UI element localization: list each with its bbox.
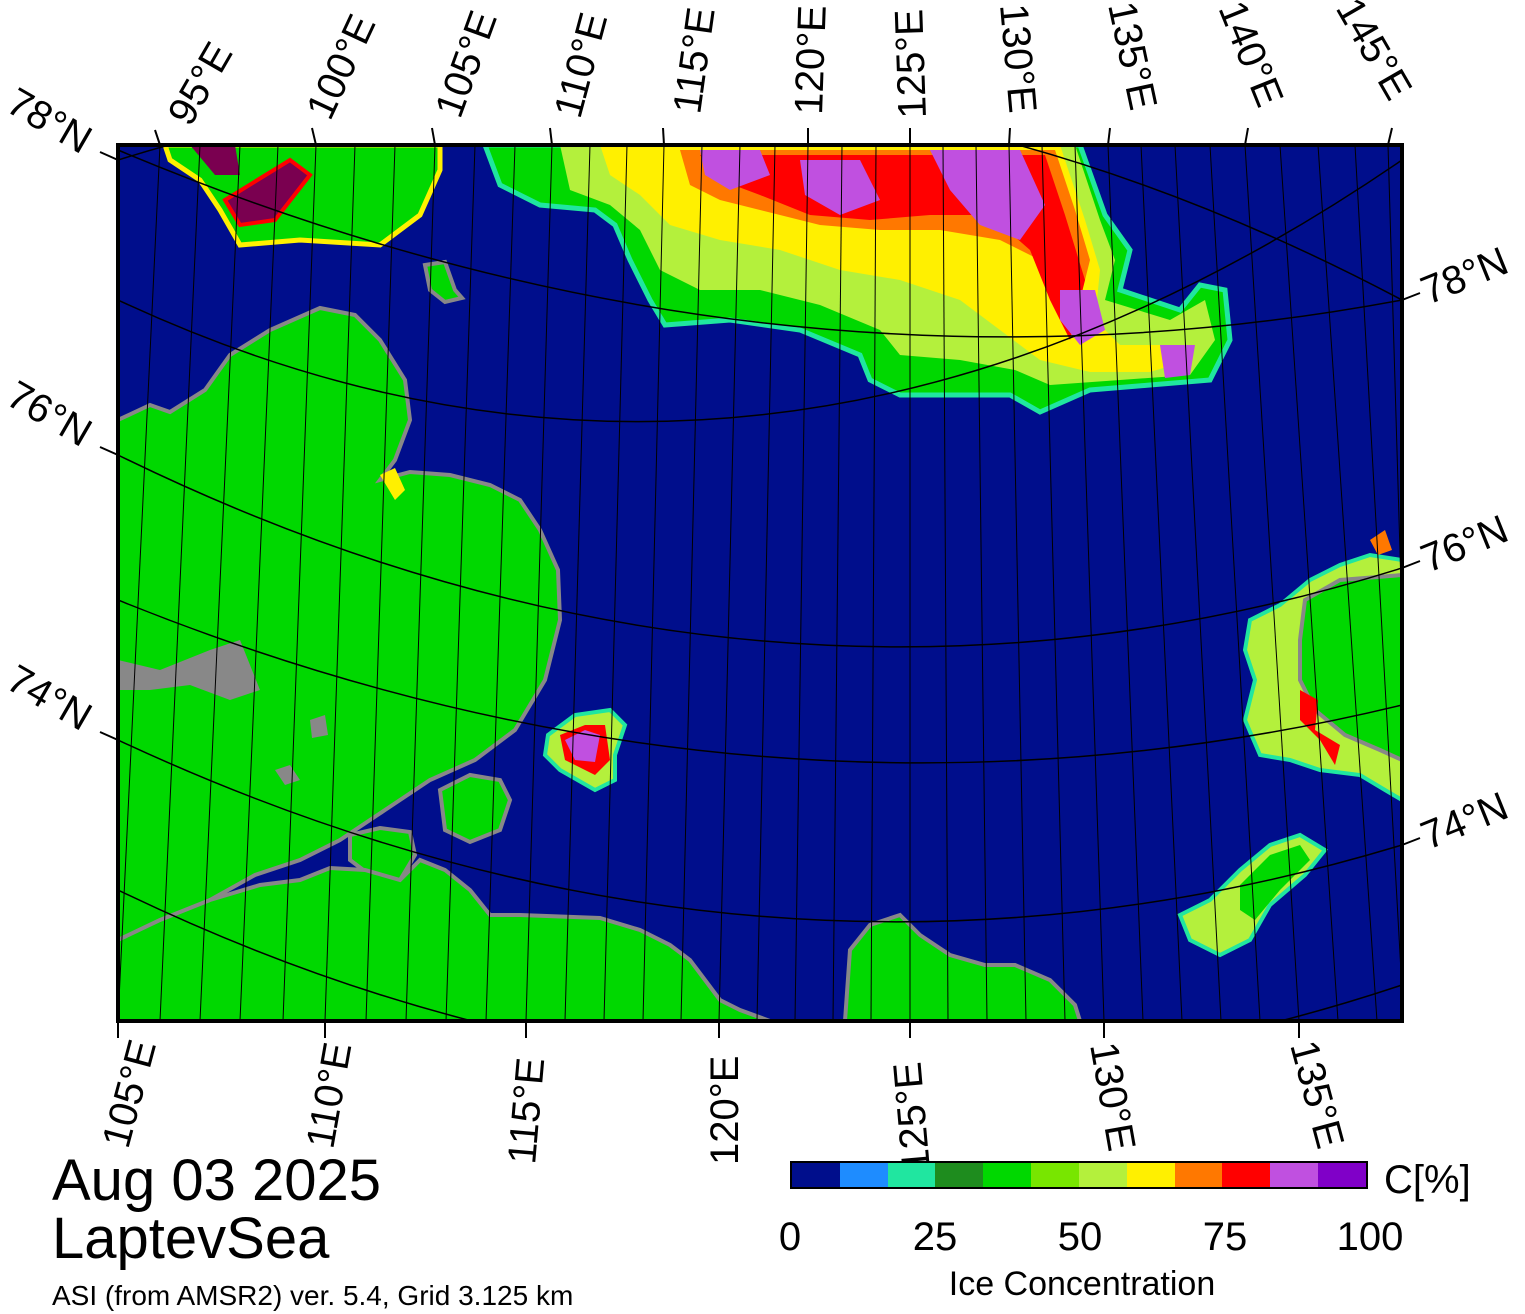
colorbar-segment	[1126, 1163, 1175, 1187]
top-longitude-labels: 95°E 100°E 105°E 110°E 115°E 120°E 125°E…	[160, 0, 1420, 133]
colorbar-tick-label: 75	[1202, 1215, 1248, 1259]
right-latitude-labels: 78°N 76°N 74°N	[1415, 239, 1514, 858]
date-title: Aug 03 2025	[52, 1148, 381, 1213]
frame-ticks	[99, 127, 1421, 1038]
bottom-lon-label: 120°E	[703, 1056, 747, 1165]
colorbar-label: Ice Concentration	[948, 1265, 1216, 1303]
bottom-lon-label: 135°E	[1281, 1036, 1352, 1153]
colorbar-tick-label: 100	[1336, 1215, 1404, 1259]
region-title: LaptevSea	[52, 1206, 330, 1271]
right-lat-label: 76°N	[1415, 507, 1514, 581]
bottom-lon-label: 105°E	[94, 1035, 165, 1152]
right-lat-label: 78°N	[1415, 239, 1514, 313]
top-lon-label: 95°E	[160, 35, 242, 132]
graticule-parallels	[118, 145, 1402, 1021]
colorbar-tick-label: 50	[1057, 1215, 1103, 1259]
top-lon-label: 115°E	[665, 5, 723, 117]
product-subtitle: ASI (from AMSR2) ver. 5.4, Grid 3.125 km	[52, 1280, 574, 1311]
colorbar-segment	[839, 1163, 888, 1187]
colorbar-segment	[1078, 1163, 1127, 1187]
top-lon-label: 135°E	[1099, 0, 1165, 114]
top-lon-label: 105°E	[427, 5, 506, 123]
colorbar-segment	[1318, 1163, 1366, 1187]
colorbar-segment	[935, 1163, 984, 1187]
top-lon-label: 110°E	[546, 8, 616, 122]
colorbar-segment	[1031, 1163, 1079, 1187]
bottom-lon-label: 115°E	[500, 1056, 553, 1166]
colorbar-segment	[1270, 1163, 1319, 1187]
left-latitude-labels: 78°N 76°N 74°N	[0, 80, 99, 740]
left-lat-label: 76°N	[0, 373, 99, 456]
colorbar-tick-label: 0	[778, 1215, 802, 1259]
colorbar-unit: C[%]	[1384, 1158, 1471, 1202]
bottom-lon-label: 110°E	[299, 1039, 361, 1151]
colorbar-segment	[1222, 1163, 1271, 1187]
left-lat-label: 74°N	[0, 657, 99, 740]
top-lon-label: 130°E	[991, 2, 1044, 115]
colorbar-segment	[792, 1163, 840, 1187]
right-lat-label: 74°N	[1415, 784, 1514, 858]
top-lon-label: 120°E	[787, 4, 835, 115]
bottom-lon-label: 130°E	[1081, 1039, 1143, 1154]
colorbar-segment	[983, 1163, 1032, 1187]
left-lat-label: 78°N	[0, 80, 99, 163]
top-lon-label: 125°E	[887, 8, 935, 119]
top-lon-label: 145°E	[1327, 0, 1420, 107]
map-frame	[116, 143, 1404, 1023]
bottom-lon-label: 125°E	[886, 1060, 939, 1173]
top-lon-label: 100°E	[298, 8, 384, 126]
top-lon-label: 140°E	[1210, 0, 1292, 113]
land-north-island	[162, 145, 466, 305]
colorbar-tick-label: 25	[912, 1215, 958, 1259]
colorbar-segment	[887, 1163, 936, 1187]
colorbar	[790, 1161, 1368, 1189]
colorbar-segment	[1174, 1163, 1223, 1187]
graticule-meridians	[118, 145, 1402, 1021]
